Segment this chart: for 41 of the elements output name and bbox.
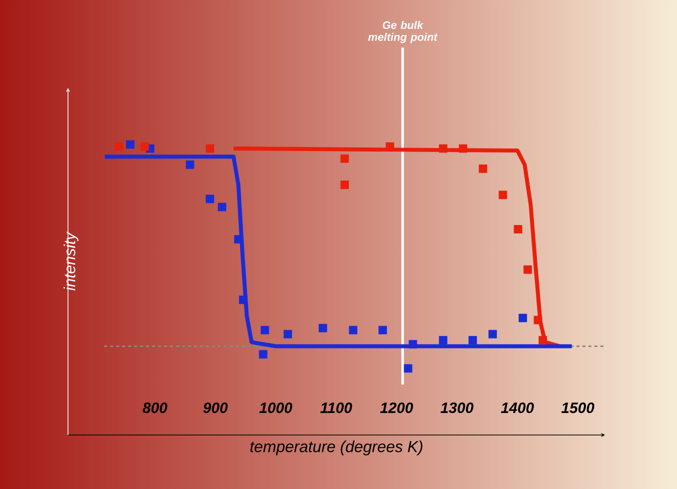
point <box>468 336 477 344</box>
point <box>186 160 194 169</box>
point <box>238 296 248 304</box>
point <box>438 336 448 344</box>
x-tick-label: 1400 <box>501 402 534 414</box>
point <box>538 336 547 344</box>
point <box>458 144 468 153</box>
x-axis-title: temperature (degrees K) <box>250 440 422 456</box>
point <box>284 330 292 338</box>
point <box>498 190 508 200</box>
point <box>340 180 349 190</box>
point <box>340 154 349 163</box>
point <box>206 194 214 204</box>
point <box>258 350 268 358</box>
point <box>488 330 497 338</box>
point <box>518 314 528 322</box>
point <box>260 326 270 334</box>
point <box>438 144 448 153</box>
x-tick-label: 1000 <box>259 402 292 414</box>
point <box>478 164 488 173</box>
x-tick-label: 1100 <box>320 402 352 414</box>
point <box>348 326 358 334</box>
point <box>534 316 542 324</box>
point <box>140 142 149 151</box>
x-tick-label: 1200 <box>380 402 414 414</box>
x-tick-label: 1300 <box>440 402 474 414</box>
point <box>114 142 123 151</box>
point <box>404 364 412 373</box>
ref-line-label: Ge bulk melting point <box>368 20 438 44</box>
point <box>206 144 214 153</box>
point <box>524 265 532 274</box>
point <box>218 202 226 212</box>
point <box>378 326 387 334</box>
x-tick-label: 1500 <box>561 402 594 414</box>
x-tick-label: 800 <box>142 402 168 414</box>
point <box>514 225 522 234</box>
point <box>126 140 134 149</box>
y-axis-title: intensity <box>64 231 78 290</box>
point <box>318 324 328 332</box>
point <box>408 340 418 348</box>
x-tick-label: 900 <box>203 402 228 414</box>
